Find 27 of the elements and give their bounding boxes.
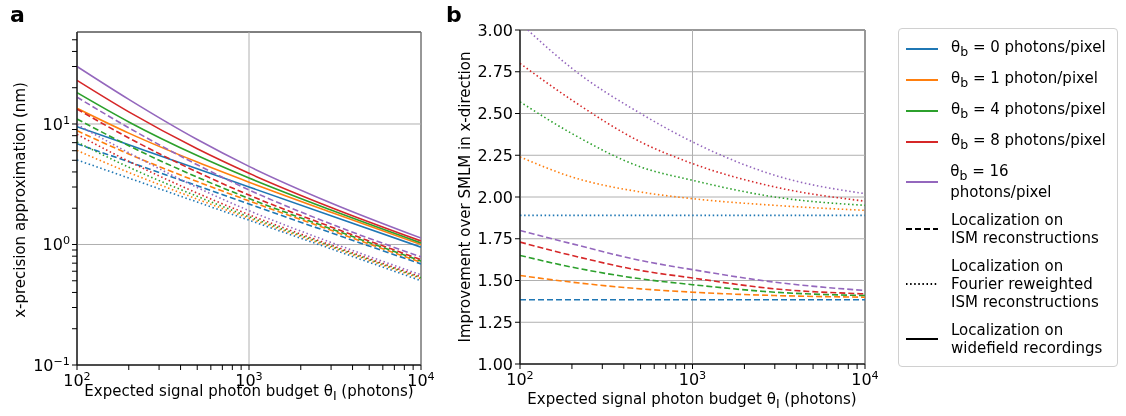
legend-label: Localization on widefield recordings xyxy=(951,321,1103,357)
y-tick-label: 10$^{1}$ xyxy=(42,113,70,134)
y-tick-label: 3.00 xyxy=(477,20,513,40)
legend-label: θ$_{b}$ = 0 photons/pixel xyxy=(951,38,1106,59)
legend-label: θ$_{b}$ = 8 photons/pixel xyxy=(951,131,1106,152)
y-tick-label: 10$^{−1}$ xyxy=(33,354,70,375)
y-tick-label: 10$^{0}$ xyxy=(42,233,70,255)
y-axis-title: x-precision approximation (nm) xyxy=(11,82,29,318)
y-axis-title: Improvement over SMLM in x-direction xyxy=(456,51,474,343)
legend-label: θ$_{b}$ = 16 photons/pixel xyxy=(950,162,1053,201)
y-tick-label: 1.50 xyxy=(477,271,513,291)
y-tick-label: 1.25 xyxy=(477,312,513,332)
x-tick-label: 10$^{4}$ xyxy=(851,368,879,390)
chart-title: a xyxy=(10,2,25,27)
y-tick-label: 2.75 xyxy=(477,62,513,82)
x-tick-label: 10$^{3}$ xyxy=(678,368,707,390)
legend-label: Localization on ISM reconstructions xyxy=(951,211,1099,247)
x-axis-title: Expected signal photon budget θ$_{I}$ (photons) xyxy=(527,389,857,411)
legend-label: θ$_{b}$ = 1 photon/pixel xyxy=(951,69,1098,90)
y-tick-label: 1.75 xyxy=(477,229,513,249)
legend-label: Localization on Fourier reweighted ISM reconstructions xyxy=(951,257,1099,311)
y-tick-label: 2.25 xyxy=(477,145,513,165)
legend-label: θ$_{b}$ = 4 photons/pixel xyxy=(951,100,1106,121)
y-tick-label: 2.50 xyxy=(477,104,513,124)
y-tick-label: 2.00 xyxy=(477,187,513,207)
chart-title: b xyxy=(446,2,462,27)
y-tick-label: 1.00 xyxy=(477,354,513,374)
